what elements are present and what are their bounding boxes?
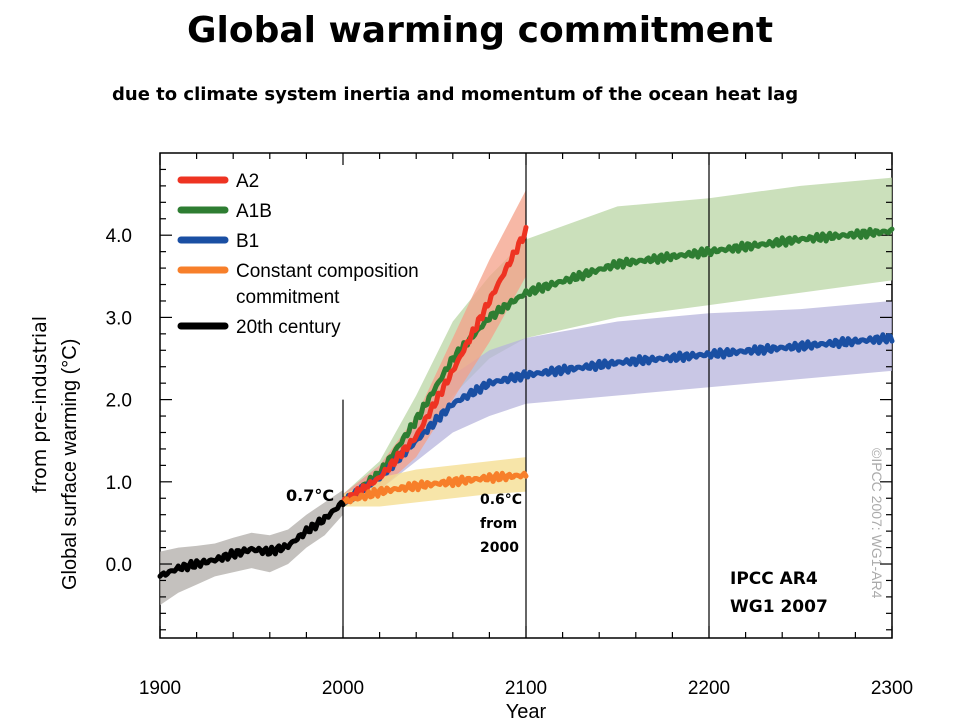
x-axis-label: Year [506,701,547,720]
legend-label-a1b: A1B [236,201,272,222]
y-axis-label: Global surface warming (°C) [59,339,81,590]
series-constant-composition-commitment [340,470,529,505]
legend-label-constant-composition: Constant composition [236,261,419,282]
commit-year-annotation: 2000 [480,540,519,556]
band-a1b [343,177,892,507]
series-a2 [340,224,529,505]
x-tick-label: 2200 [688,678,730,699]
watermark: ©IPCC 2007: WG1-AR4 [869,448,885,599]
legend-label-20th-century: 20th century [236,317,341,338]
legend: A2 A1B B1 Constant composition commitment 20t… [177,171,419,338]
commit-value-annotation: 0.6°C [480,492,522,508]
chart-subtitle: due to climate system inertia and moment… [112,84,799,105]
x-tick-label: 1900 [139,678,181,699]
legend-label-commitment: commitment [236,287,340,308]
axis-labels: 0.0 1.0 2.0 3.0 4.0 1900 2000 2100 2200 2300 [106,226,914,699]
y-tick-label: 0.0 [106,555,132,576]
x-tick-label: 2000 [322,678,364,699]
commit-from-annotation: from [480,516,517,532]
legend-label-a2: A2 [236,171,259,192]
y-tick-label: 4.0 [106,226,132,247]
axis-ticks [159,153,893,638]
y-tick-label: 3.0 [106,308,132,329]
series-20th-century [157,499,346,579]
source-line-2: WG1 2007 [730,597,828,617]
y-tick-label: 1.0 [106,473,132,494]
series-a1b [340,226,895,506]
y-axis-label-suffix: from pre-industrial [29,315,51,493]
x-tick-label: 2100 [505,678,547,699]
series-lines [157,224,895,579]
series-b1 [340,332,895,506]
y-tick-label: 2.0 [106,391,132,412]
source-line-1: IPCC AR4 [730,569,818,589]
chart-title: Global warming commitment [186,10,774,51]
x-tick-label: 2300 [871,678,913,699]
start-value-annotation: 0.7°C [286,486,334,505]
legend-label-b1: B1 [236,231,259,252]
